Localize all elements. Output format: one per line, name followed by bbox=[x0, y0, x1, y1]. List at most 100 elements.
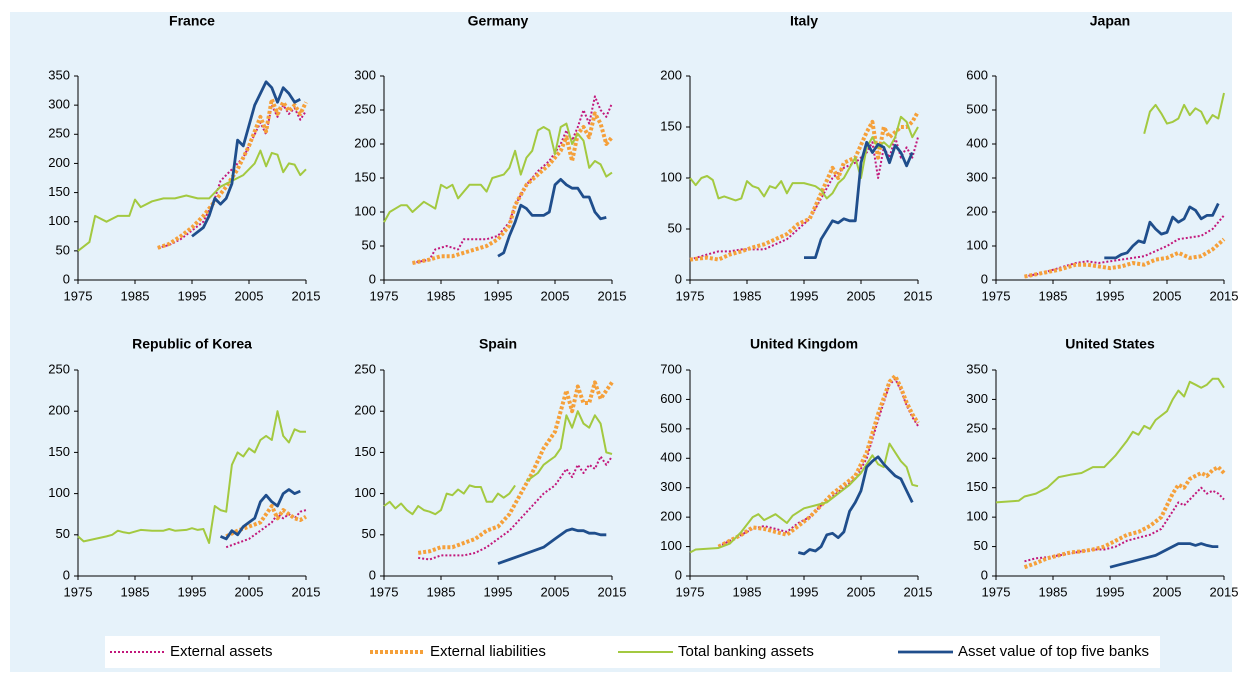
x-tick-label: 2005 bbox=[1153, 584, 1182, 599]
y-tick-label: 200 bbox=[966, 203, 988, 218]
x-tick-label: 1995 bbox=[1096, 288, 1125, 303]
panel-title: Japan bbox=[1090, 13, 1130, 29]
panel-title: Germany bbox=[468, 13, 529, 29]
series-line bbox=[689, 110, 920, 262]
x-tick-label: 2005 bbox=[541, 584, 570, 599]
series-line bbox=[1023, 465, 1226, 570]
x-tick-label: 2005 bbox=[235, 584, 264, 599]
y-tick-label: 500 bbox=[966, 101, 988, 116]
series-line bbox=[225, 504, 308, 539]
y-tick-label: 100 bbox=[660, 538, 682, 553]
x-tick-label: 2015 bbox=[292, 584, 321, 599]
x-tick-label: 1975 bbox=[676, 288, 705, 303]
y-tick-label: 250 bbox=[48, 361, 70, 376]
series-line bbox=[418, 455, 613, 561]
x-tick-label: 1985 bbox=[733, 584, 762, 599]
x-tick-label: 2015 bbox=[598, 288, 627, 303]
y-tick-label: 150 bbox=[354, 169, 376, 184]
series-line bbox=[995, 377, 1225, 504]
y-tick-label: 150 bbox=[354, 444, 376, 459]
series-line bbox=[717, 373, 920, 549]
y-tick-label: 150 bbox=[48, 184, 70, 199]
y-tick-label: 300 bbox=[354, 67, 376, 82]
series-line bbox=[77, 410, 306, 544]
y-tick-label: 150 bbox=[48, 444, 70, 459]
y-tick-label: 100 bbox=[966, 509, 988, 524]
x-tick-label: 1975 bbox=[370, 288, 399, 303]
panel-title: France bbox=[169, 13, 215, 29]
x-tick-label: 2015 bbox=[292, 288, 321, 303]
series-line bbox=[77, 149, 307, 252]
y-tick-label: 0 bbox=[981, 271, 988, 286]
y-tick-label: 0 bbox=[63, 271, 70, 286]
series-line bbox=[157, 97, 308, 250]
panel-title: Republic of Korea bbox=[132, 336, 252, 352]
x-tick-label: 1995 bbox=[178, 288, 207, 303]
series-line bbox=[797, 455, 914, 556]
y-tick-label: 50 bbox=[974, 538, 988, 553]
series-line bbox=[412, 111, 614, 265]
legend-label: External assets bbox=[170, 643, 273, 660]
y-tick-label: 100 bbox=[354, 203, 376, 218]
x-tick-label: 1985 bbox=[1039, 584, 1068, 599]
x-tick-label: 1975 bbox=[982, 584, 1011, 599]
series-line bbox=[225, 509, 307, 549]
y-tick-label: 200 bbox=[660, 67, 682, 82]
y-tick-label: 150 bbox=[660, 118, 682, 133]
y-tick-label: 600 bbox=[660, 391, 682, 406]
panel-title: United States bbox=[1065, 336, 1155, 352]
series-line bbox=[383, 122, 613, 223]
legend-label: Total banking assets bbox=[678, 643, 814, 660]
y-tick-label: 350 bbox=[966, 361, 988, 376]
y-tick-label: 50 bbox=[56, 242, 70, 257]
series-line bbox=[689, 442, 919, 554]
x-tick-label: 1985 bbox=[733, 288, 762, 303]
x-tick-label: 1995 bbox=[484, 288, 513, 303]
y-tick-label: 100 bbox=[660, 169, 682, 184]
x-tick-label: 1985 bbox=[121, 288, 150, 303]
y-tick-label: 250 bbox=[48, 126, 70, 141]
y-tick-label: 0 bbox=[981, 567, 988, 582]
series-line bbox=[191, 80, 301, 238]
y-tick-label: 700 bbox=[660, 361, 682, 376]
y-tick-label: 300 bbox=[660, 479, 682, 494]
series-line bbox=[157, 104, 307, 249]
y-tick-label: 300 bbox=[966, 391, 988, 406]
x-tick-label: 1985 bbox=[427, 288, 456, 303]
x-tick-label: 2015 bbox=[598, 584, 627, 599]
x-tick-label: 2005 bbox=[235, 288, 264, 303]
y-tick-label: 0 bbox=[63, 567, 70, 582]
y-tick-label: 100 bbox=[48, 485, 70, 500]
y-tick-label: 250 bbox=[354, 101, 376, 116]
y-tick-label: 200 bbox=[354, 403, 376, 418]
y-tick-label: 0 bbox=[369, 567, 376, 582]
y-tick-label: 0 bbox=[675, 271, 682, 286]
y-tick-label: 600 bbox=[966, 67, 988, 82]
x-tick-label: 1975 bbox=[982, 288, 1011, 303]
x-tick-label: 1995 bbox=[484, 584, 513, 599]
y-tick-label: 50 bbox=[668, 220, 682, 235]
series-line bbox=[417, 380, 614, 555]
y-tick-label: 200 bbox=[354, 135, 376, 150]
y-tick-label: 400 bbox=[966, 135, 988, 150]
x-tick-label: 2005 bbox=[1153, 288, 1182, 303]
x-tick-label: 1995 bbox=[178, 584, 207, 599]
y-tick-label: 50 bbox=[362, 237, 376, 252]
y-tick-label: 400 bbox=[660, 450, 682, 465]
series-line bbox=[497, 178, 607, 258]
legend-label: External liabilities bbox=[430, 643, 546, 660]
y-tick-label: 200 bbox=[48, 155, 70, 170]
y-tick-label: 200 bbox=[660, 509, 682, 524]
y-tick-label: 200 bbox=[48, 403, 70, 418]
y-tick-label: 50 bbox=[362, 526, 376, 541]
y-tick-label: 100 bbox=[966, 237, 988, 252]
panel-title: Italy bbox=[790, 13, 818, 29]
y-tick-label: 250 bbox=[966, 420, 988, 435]
series-line bbox=[1104, 202, 1220, 260]
x-tick-label: 1985 bbox=[121, 584, 150, 599]
x-tick-label: 2005 bbox=[847, 288, 876, 303]
x-tick-label: 2015 bbox=[1210, 584, 1239, 599]
x-tick-label: 2015 bbox=[1210, 288, 1239, 303]
y-tick-label: 50 bbox=[56, 526, 70, 541]
y-tick-label: 100 bbox=[354, 485, 376, 500]
